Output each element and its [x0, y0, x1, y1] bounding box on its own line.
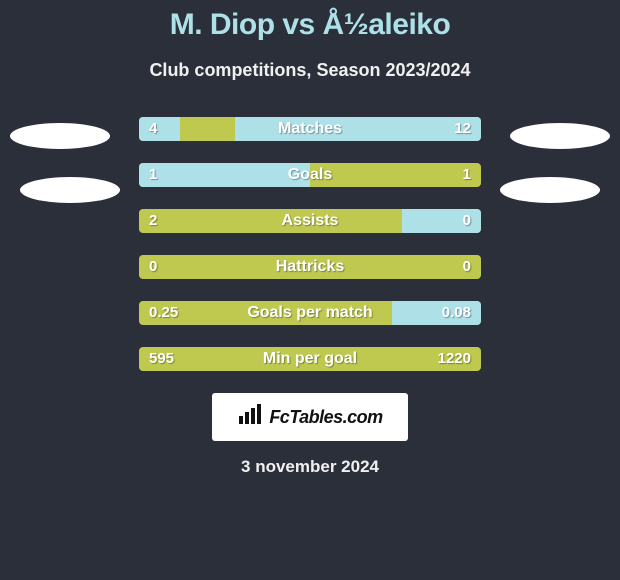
comparison-infographic: M. Diop vs Å½aleiko Club competitions, S…: [0, 0, 620, 580]
stat-label: Matches: [139, 117, 481, 141]
stat-value-right: 0: [453, 209, 481, 233]
logo-text: FcTables.com: [269, 407, 382, 428]
player-avatar-left-1: [10, 123, 110, 149]
stat-label: Goals: [139, 163, 481, 187]
page-title: M. Diop vs Å½aleiko: [0, 8, 620, 42]
logo-box: FcTables.com: [212, 393, 408, 441]
stat-label: Hattricks: [139, 255, 481, 279]
stat-label: Assists: [139, 209, 481, 233]
stat-label: Goals per match: [139, 301, 481, 325]
subtitle: Club competitions, Season 2023/2024: [0, 60, 620, 81]
stat-value-right: 0: [453, 255, 481, 279]
player-avatar-right-2: [500, 177, 600, 203]
stat-row: 4Matches12: [139, 117, 481, 141]
stat-value-right: 1220: [428, 347, 481, 371]
stat-row: 0.25Goals per match0.08: [139, 301, 481, 325]
stat-row: 595Min per goal1220: [139, 347, 481, 371]
stat-value-right: 1: [453, 163, 481, 187]
stat-row: 2Assists0: [139, 209, 481, 233]
stat-value-right: 12: [444, 117, 481, 141]
stat-rows: 4Matches121Goals12Assists00Hattricks00.2…: [139, 117, 481, 371]
stat-row: 0Hattricks0: [139, 255, 481, 279]
footer-date: 3 november 2024: [0, 457, 620, 477]
player-avatar-right-1: [510, 123, 610, 149]
bar-chart-icon: [237, 404, 263, 431]
stat-value-right: 0.08: [432, 301, 481, 325]
stat-row: 1Goals1: [139, 163, 481, 187]
player-avatar-left-2: [20, 177, 120, 203]
